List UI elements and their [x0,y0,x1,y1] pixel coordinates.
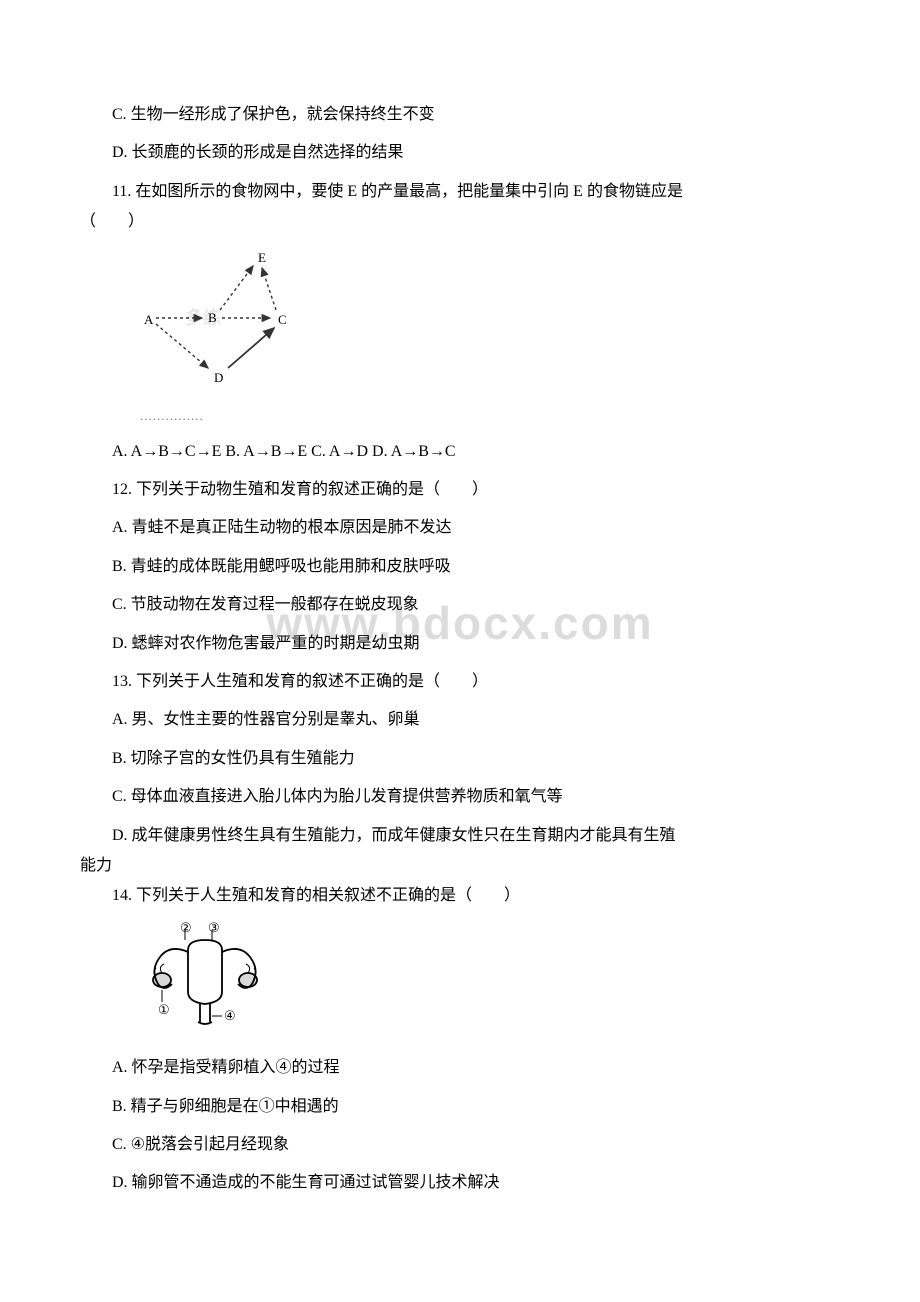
q13-option-d-line1: D. 成年健康男性终生具有生殖能力，而成年健康女性只在生育期内才能具有生殖 [80,821,840,851]
food-web-diagram: 多练 A B C D E [140,248,840,399]
document-content: C. 生物一经形成了保护色，就会保持终生不变 D. 长颈鹿的长颈的形成是自然选择… [80,100,840,1199]
node-e: E [258,250,266,265]
label-3: ③ [208,922,220,935]
q11-options: A. A→B→C→E B. A→B→E C. A→D D. A→B→C [80,437,840,467]
q12-option-b: B. 青蛙的成体既能用鳃呼吸也能用肺和皮肤呼吸 [80,552,840,582]
label-4: ④ [224,1008,236,1023]
label-1: ① [158,1002,170,1017]
q13-option-a: A. 男、女性主要的性器官分别是睾丸、卵巢 [80,705,840,735]
q11-text-line2: （ ） [80,207,840,237]
q10-option-d: D. 长颈鹿的长颈的形成是自然选择的结果 [80,138,840,168]
q12-text: 12. 下列关于动物生殖和发育的叙述正确的是（ ） [80,475,840,505]
q13-option-c: C. 母体血液直接进入胎儿体内为胎儿发育提供营养物质和氧气等 [80,782,840,812]
q13-text: 13. 下列关于人生殖和发育的叙述不正确的是（ ） [80,667,840,697]
q14-text: 14. 下列关于人生殖和发育的相关叙述不正确的是（ ） [80,881,840,911]
q14-option-b: B. 精子与卵细胞是在①中相遇的 [80,1092,840,1122]
q10-option-c: C. 生物一经形成了保护色，就会保持终生不变 [80,100,840,130]
q14-option-c: C. ④脱落会引起月经现象 [80,1130,840,1160]
node-d: D [214,370,223,385]
label-2: ② [180,922,192,935]
q14-option-d: D. 输卵管不通造成的不能生育可通过试管婴儿技术解决 [80,1168,840,1198]
node-b: B [208,310,217,325]
q13-option-d-line2: 能力 [80,851,840,881]
q12-option-d: D. 蟋蟀对农作物危害最严重的时期是幼虫期 [80,629,840,659]
q12-option-c: C. 节肢动物在发育过程一般都存在蜕皮现象 [80,590,840,620]
q12-option-a: A. 青蛙不是真正陆生动物的根本原因是肺不发达 [80,513,840,543]
reproductive-system-diagram: ① ② ③ ④ [140,922,840,1043]
q14-option-a: A. 怀孕是指受精卵植入④的过程 [80,1053,840,1083]
q13-option-b: B. 切除子宫的女性仍具有生殖能力 [80,744,840,774]
node-c: C [278,312,287,327]
node-a: A [144,312,154,327]
q11-text-line1: 11. 在如图所示的食物网中，要使 E 的产量最高，把能量集中引向 E 的食物链… [80,177,840,207]
separator-dots: ............... [140,404,840,429]
